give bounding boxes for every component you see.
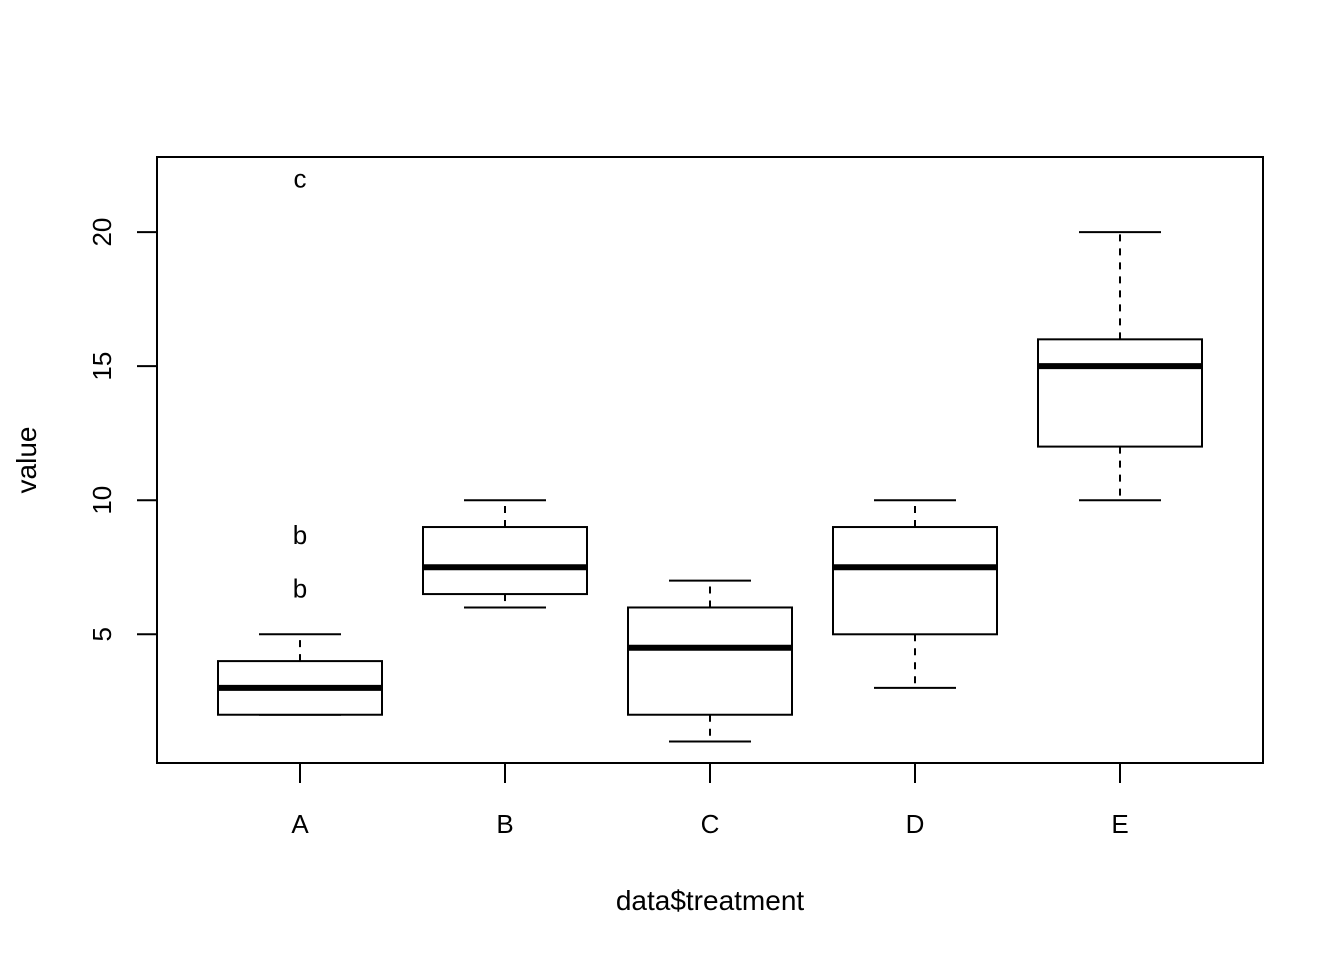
box-C xyxy=(627,579,793,743)
chart-marks: c bb xyxy=(217,163,1203,743)
point-label: b xyxy=(293,574,307,604)
y-tick-label: 20 xyxy=(87,218,117,247)
x-tick-label: C xyxy=(701,809,720,839)
box-B xyxy=(422,499,588,609)
x-tick-label: A xyxy=(291,809,309,839)
box-E xyxy=(1037,231,1203,502)
box-D xyxy=(832,499,998,689)
x-axis-title: data$treatment xyxy=(616,885,805,916)
point-label: c xyxy=(294,163,307,193)
y-axis: 5 10 15 20 xyxy=(87,218,158,642)
box-iqr xyxy=(422,526,588,596)
x-tick-label: B xyxy=(496,809,513,839)
x-tick-label: E xyxy=(1111,809,1128,839)
y-tick-label: 15 xyxy=(87,352,117,381)
box-A xyxy=(217,633,383,716)
y-tick-label: 5 xyxy=(87,627,117,641)
box-iqr xyxy=(627,606,793,716)
x-axis: A B C D E xyxy=(291,763,1129,839)
point-label: b xyxy=(293,520,307,550)
box-iqr xyxy=(1037,338,1203,448)
x-tick-label: D xyxy=(906,809,925,839)
y-axis-title: value xyxy=(11,427,42,494)
y-tick-label: 10 xyxy=(87,486,117,515)
box-iqr xyxy=(832,526,998,636)
